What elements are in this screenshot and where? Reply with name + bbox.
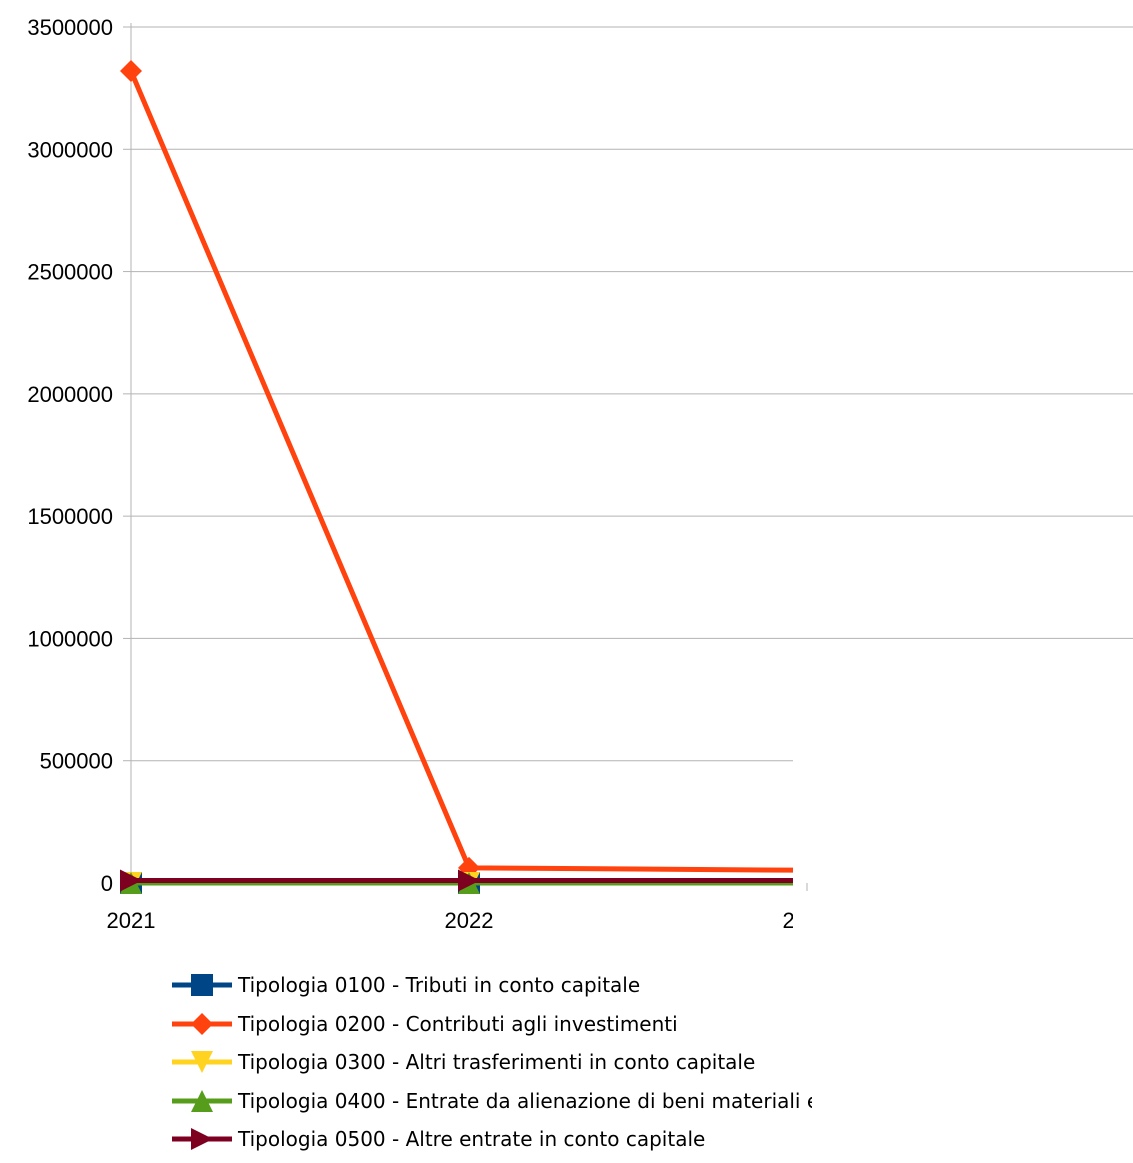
legend-marker xyxy=(191,1012,213,1035)
series-lines xyxy=(120,60,818,894)
x-axis-tick-labels: 2021 2022 2023 xyxy=(107,908,832,933)
series-line xyxy=(128,70,793,873)
legend-item-5: Tipologia 0500 - Altre entrate in conto … xyxy=(172,1120,812,1159)
y-tick-label: 0 xyxy=(101,871,113,896)
y-tick-label: 1000000 xyxy=(27,626,113,651)
series-2 xyxy=(120,60,818,881)
legend-swatch xyxy=(172,1089,232,1112)
legend-item-1: Tipologia 0100 - Tributi in conto capita… xyxy=(172,966,812,1005)
legend-swatch xyxy=(172,1051,232,1074)
legend-label: Tipologia 0500 - Altre entrate in conto … xyxy=(238,1127,706,1152)
y-tick-label: 3500000 xyxy=(27,15,113,40)
x-tick-label: 2022 xyxy=(445,908,494,933)
legend-marker xyxy=(191,1089,213,1112)
data-point xyxy=(796,859,818,881)
series-5 xyxy=(120,869,793,892)
data-point xyxy=(120,60,142,83)
legend-item-4: Tipologia 0400 - Entrate da alienazione … xyxy=(172,1082,812,1121)
data-point xyxy=(458,869,480,892)
y-tick-label: 3000000 xyxy=(27,137,113,162)
legend-label: Tipologia 0200 - Contributi agli investi… xyxy=(238,1011,678,1036)
gridlines xyxy=(131,26,1133,762)
y-tick-label: 2500000 xyxy=(27,260,113,285)
legend-label: Tipologia 0100 - Tributi in conto capita… xyxy=(238,973,641,998)
legend-swatch xyxy=(172,974,232,997)
legend: Tipologia 0100 - Tributi in conto capita… xyxy=(172,966,812,1159)
legend-swatch xyxy=(172,1128,232,1151)
data-point xyxy=(120,869,142,892)
legend-label: Tipologia 0400 - Entrate da alienazione … xyxy=(238,1088,812,1113)
legend-label: Tipologia 0300 - Altri trasferimenti in … xyxy=(238,1050,756,1075)
y-tick-label: 1500000 xyxy=(27,504,113,529)
legend-marker xyxy=(191,1051,213,1074)
legend-item-2: Tipologia 0200 - Contributi agli investi… xyxy=(172,1005,812,1044)
legend-marker xyxy=(191,1128,213,1151)
legend-marker xyxy=(191,974,213,997)
legend-item-3: Tipologia 0300 - Altri trasferimenti in … xyxy=(172,1043,812,1082)
y-axis-tick-labels: 0 500000 1000000 1500000 2000000 2500000 30000… xyxy=(27,15,113,896)
x-tick-label: 2021 xyxy=(107,908,156,933)
y-tick-label: 500000 xyxy=(40,749,113,774)
legend-swatch xyxy=(172,1012,232,1035)
y-tick-label: 2000000 xyxy=(27,382,113,407)
x-tick-label: 2023 xyxy=(783,908,832,933)
